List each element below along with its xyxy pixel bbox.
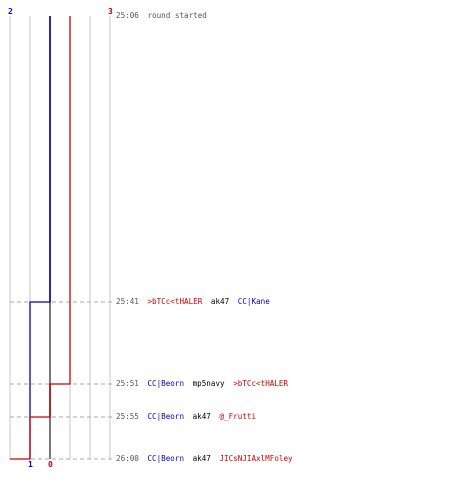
red-start-score-label: 3 — [108, 7, 113, 16]
killer-name: CC|Beorn — [147, 412, 185, 421]
red-end-score-label: 0 — [48, 460, 53, 469]
event-row-kill: 25:41 >bTCc<tHALER ak47 CC|Kane — [116, 296, 274, 308]
victim-name: JICsNJIAxlMFoley — [219, 454, 293, 463]
event-time: 26:00 — [116, 454, 139, 463]
event-time: 25:51 — [116, 379, 139, 388]
red-team-score-line — [10, 16, 71, 460]
event-row-kill: 26:00 CC|Beorn ak47 JICsNJIAxlMFoley — [116, 453, 297, 465]
event-time: 25:55 — [116, 412, 139, 421]
victim-name: >bTCc<tHALER — [233, 379, 289, 388]
weapon-name: ak47 — [192, 454, 211, 463]
blue-team-score-line — [29, 16, 51, 459]
event-row-kill: 25:51 CC|Beorn mp5navy >bTCc<tHALER — [116, 378, 292, 390]
event-row-round-started: 25:06 round started — [116, 10, 211, 22]
event-message: round started — [147, 11, 207, 20]
weapon-name: mp5navy — [192, 379, 225, 388]
victim-name: CC|Kane — [237, 297, 270, 306]
killer-name: CC|Beorn — [147, 454, 185, 463]
event-time: 25:41 — [116, 297, 139, 306]
weapon-name: ak47 — [210, 297, 230, 306]
killer-name: >bTCc<tHALER — [147, 297, 203, 306]
weapon-name: ak47 — [192, 412, 211, 421]
killer-name: CC|Beorn — [147, 379, 185, 388]
victim-name: @_Frutti — [219, 412, 257, 421]
blue-end-score-label: 1 — [28, 460, 33, 469]
event-row-kill: 25:55 CC|Beorn ak47 @_Frutti — [116, 411, 260, 423]
event-time: 25:06 — [116, 11, 139, 20]
blue-start-score-label: 2 — [8, 7, 13, 16]
